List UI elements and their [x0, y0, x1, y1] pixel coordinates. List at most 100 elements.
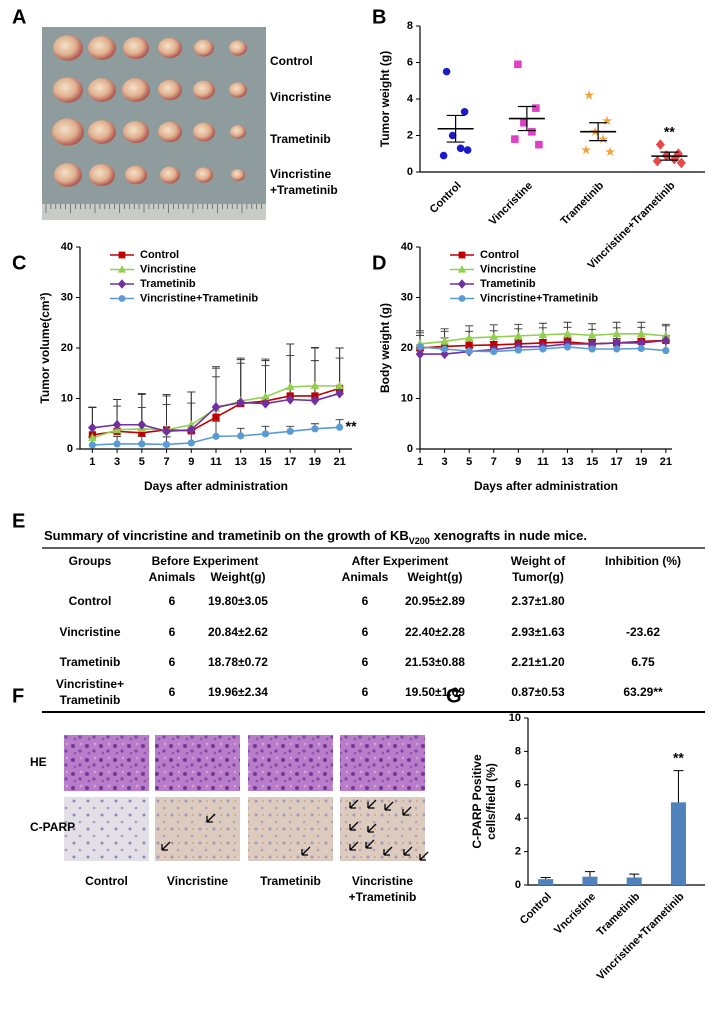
column-label: Vincristine [167, 874, 228, 888]
data-point [440, 336, 449, 345]
tumor [231, 169, 245, 181]
data-point [440, 345, 449, 353]
table-cell: 63.29** [623, 685, 663, 699]
table-cell: Trametinib [60, 655, 121, 669]
data-point [112, 419, 122, 430]
y-tick-label: 4 [407, 93, 414, 105]
data-point [489, 332, 499, 341]
data-point [162, 440, 171, 449]
arrow [161, 841, 171, 851]
table-title: Summary of vincristine and trametinib on… [44, 528, 587, 546]
error-bar [540, 876, 551, 880]
data-point [113, 440, 121, 448]
tumor [229, 40, 247, 56]
tumor [160, 166, 180, 184]
data-point [538, 330, 548, 339]
legend-marker [457, 265, 467, 273]
x-tick-label: Trametinib [595, 890, 643, 938]
data-point [442, 67, 451, 76]
photo-label: Trametinib [270, 132, 331, 146]
x-tick-label: Vincristine [487, 180, 535, 228]
error-bar [517, 105, 536, 132]
micrograph [248, 735, 333, 791]
data-point [464, 333, 474, 342]
error-bar [286, 343, 295, 400]
micrograph [155, 797, 240, 861]
error-bar [310, 347, 319, 401]
y-tick-label: 10 [401, 392, 413, 404]
x-tick-label: 1 [417, 456, 423, 468]
legend-marker [457, 279, 467, 289]
data-point [490, 347, 498, 356]
y-tick-label: 2 [407, 129, 413, 141]
x-tick-label: 13 [235, 456, 247, 468]
y-tick-label: 2 [515, 846, 521, 858]
y-tick-label: 0 [407, 443, 413, 455]
tumor [52, 118, 84, 146]
data-point [535, 140, 543, 149]
tumor [158, 79, 182, 101]
data-point [138, 440, 146, 448]
data-point [528, 128, 536, 136]
table-cell: 6 [169, 685, 176, 699]
significance: ** [673, 749, 684, 765]
y-tick-label: 10 [61, 392, 73, 404]
data-point [598, 133, 609, 144]
table-cell: 2.93±1.63 [511, 625, 565, 639]
y-tick-label: 8 [515, 745, 521, 757]
x-tick-label: 7 [163, 456, 169, 468]
y-tick-label: 30 [61, 291, 73, 303]
data-point [520, 118, 528, 127]
arrow [349, 841, 359, 851]
row-label: HE [30, 755, 47, 769]
tumor [230, 125, 246, 139]
tumor [88, 36, 116, 60]
panel-label: E [12, 510, 25, 532]
data-point [676, 157, 686, 169]
photo-label: Control [270, 54, 313, 68]
x-tick-label: 7 [491, 456, 497, 468]
table-cell: 6.75 [631, 655, 655, 669]
tumor [88, 120, 116, 144]
arrow [301, 846, 311, 856]
data-point [661, 335, 671, 346]
data-point [539, 345, 547, 353]
table-cell: 19.96±2.34 [208, 685, 268, 699]
y-tick-label: 10 [509, 712, 521, 724]
error-bar [673, 770, 684, 803]
micrograph [340, 735, 425, 791]
photo-label: Vincristine [270, 167, 331, 181]
table-cell: 19.80±3.05 [208, 594, 268, 608]
x-tick-label: 19 [309, 456, 321, 468]
table-cell: 19.50±1.69 [405, 685, 465, 699]
y-axis-label: Body weight (g) [378, 303, 392, 393]
table-header: After Experiment [352, 554, 449, 568]
tumors [45, 35, 262, 213]
x-tick-label: 11 [210, 456, 222, 468]
panel-label: B [372, 6, 386, 28]
data-point [285, 394, 295, 405]
error-bar [446, 114, 465, 143]
y-axis-label: Tumor weight (g) [378, 51, 392, 147]
data-point [612, 329, 621, 338]
data-point [88, 441, 96, 449]
x-tick-label: Trametinib [558, 179, 606, 227]
y-tick-label: 6 [515, 779, 521, 791]
legend-label: Vincristine [480, 263, 536, 275]
x-tick-label: 5 [139, 456, 145, 468]
arrow [383, 846, 393, 856]
table-cell: 0.87±0.53 [511, 685, 565, 699]
data-point [563, 343, 572, 351]
column-label: Control [85, 874, 128, 888]
column-label: +Trametinib [349, 890, 417, 904]
data-point [237, 432, 245, 440]
data-point [612, 337, 621, 348]
x-tick-label: 9 [515, 456, 521, 468]
table-cell: 20.95±2.89 [405, 594, 465, 608]
tumor [89, 163, 115, 187]
data-point [212, 432, 220, 440]
y-tick-label: 20 [401, 342, 413, 354]
title-run: V200 [409, 536, 430, 546]
table-cell: 2.21±1.20 [511, 655, 565, 669]
x-tick-label: Vncristine [552, 891, 598, 937]
